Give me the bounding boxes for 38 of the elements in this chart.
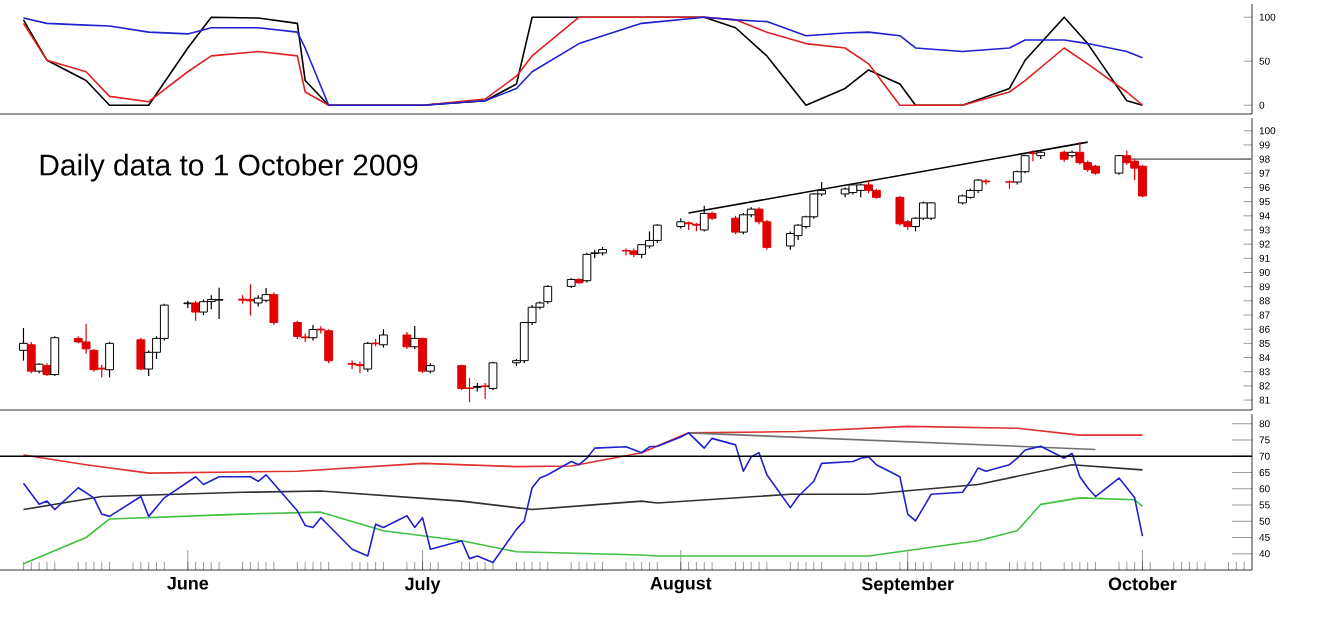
x-tick-label: September: [861, 577, 954, 594]
candlestick: [543, 284, 553, 305]
candlestick: [292, 320, 302, 340]
x-tick-label: June: [167, 577, 209, 590]
candlestick: [355, 361, 365, 374]
candlestick: [191, 300, 201, 322]
candlestick: [1028, 149, 1038, 162]
candlestick: [245, 283, 255, 317]
candlestick: [731, 215, 740, 235]
candlestick: [738, 212, 748, 235]
candlestick: [488, 361, 498, 391]
candlestick: [1075, 141, 1085, 166]
text: Daily data to 1 October 2009: [40, 153, 418, 182]
candlestick: [582, 252, 592, 284]
candlestick: [652, 223, 662, 244]
candlestick: [785, 230, 795, 251]
line-series: [22, 425, 1144, 474]
candlestick: [347, 359, 357, 370]
candlestick: [418, 337, 427, 374]
candlestick: [50, 335, 60, 377]
line-series: [22, 463, 1144, 511]
candlestick: [269, 291, 279, 326]
x-tick-label: July: [404, 577, 441, 594]
x-tick-label: October: [1108, 577, 1177, 591]
candlestick: [1138, 164, 1147, 198]
candlestick: [621, 247, 631, 257]
candlestick: [214, 287, 224, 320]
candlestick: [26, 341, 36, 374]
candlestick: [136, 337, 146, 371]
candlestick: [363, 341, 373, 373]
line-series: [22, 432, 1144, 564]
candlestick: [895, 195, 905, 227]
candlestick: [19, 327, 28, 362]
candlestick: [981, 178, 991, 186]
candlestick: [379, 328, 388, 349]
x-tick-label: August: [650, 577, 712, 594]
candlestick: [324, 328, 334, 364]
candlestick: [105, 341, 114, 378]
